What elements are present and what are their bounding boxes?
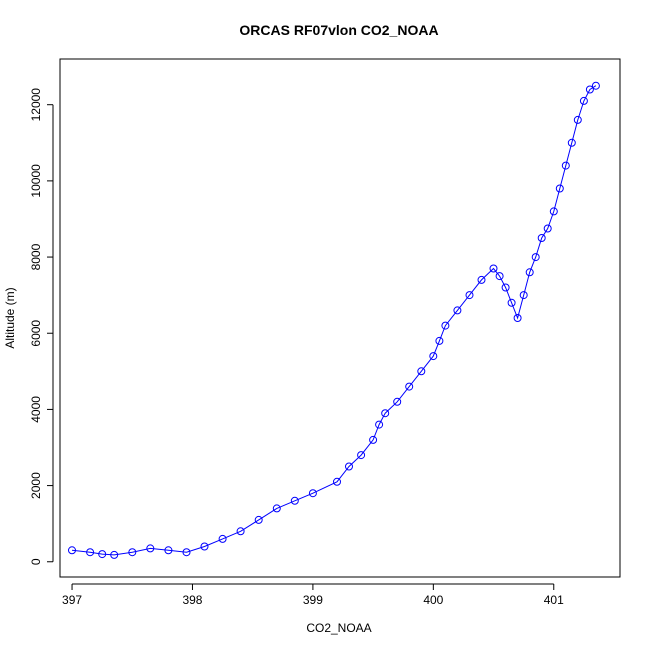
plot-frame [59, 58, 621, 578]
y-axis: 0 2000 4000 6000 8000 10000 12000 [29, 88, 54, 565]
data-point [128, 548, 137, 557]
data-point [333, 477, 341, 486]
data-point [254, 515, 263, 524]
data-point [435, 336, 444, 345]
data-point [110, 550, 119, 559]
data-point [68, 546, 76, 555]
series-line [71, 85, 597, 556]
data-point [272, 504, 281, 513]
data-points [68, 81, 600, 559]
data-point [591, 81, 600, 90]
data-point [543, 224, 552, 233]
data-point [164, 546, 173, 555]
data-point [86, 548, 95, 557]
data-point [375, 420, 384, 429]
y-axis-label: Altitude (m) [3, 287, 17, 348]
data-point [200, 542, 209, 551]
y-tick-label: 12000 [29, 88, 43, 122]
y-tick-label: 8000 [29, 243, 43, 270]
data-point [561, 161, 570, 170]
y-tick-label: 0 [29, 558, 43, 565]
data-point [525, 268, 534, 277]
data-point [429, 352, 438, 361]
data-point [453, 306, 462, 315]
x-axis: 397 398 399 400 401 [62, 583, 564, 607]
data-point [218, 534, 227, 543]
x-tick-label: 401 [544, 593, 564, 607]
data-point [555, 184, 564, 193]
series-polyline [71, 85, 597, 556]
y-tick-label: 10000 [29, 164, 43, 198]
y-tick-label: 6000 [29, 320, 43, 347]
x-tick-label: 399 [303, 593, 323, 607]
y-tick-label: 4000 [29, 396, 43, 423]
data-point [345, 462, 353, 471]
data-point [573, 115, 582, 124]
x-tick-label: 398 [182, 593, 202, 607]
data-point [393, 397, 402, 406]
data-point [585, 85, 594, 94]
data-point [308, 489, 317, 498]
x-axis-label: CO2_NOAA [306, 621, 371, 635]
data-point [405, 382, 414, 391]
data-point [357, 451, 366, 460]
data-point [549, 207, 558, 216]
data-point [381, 409, 390, 418]
data-point [495, 272, 504, 281]
data-point [182, 548, 191, 557]
x-tick-label: 397 [62, 593, 82, 607]
data-point [513, 314, 522, 322]
data-point [236, 527, 245, 536]
data-point [489, 264, 498, 273]
data-point [537, 234, 546, 242]
chart-title: ORCAS RF07vlon CO2_NOAA [239, 22, 438, 38]
data-point [579, 96, 588, 105]
data-point [507, 298, 516, 307]
data-point [531, 253, 540, 262]
data-point [98, 550, 107, 559]
data-point [290, 496, 299, 505]
data-point [369, 435, 378, 444]
data-point [501, 283, 510, 292]
data-point [146, 544, 155, 553]
data-point [567, 138, 576, 147]
x-tick-label: 400 [423, 593, 443, 607]
data-point [477, 275, 486, 284]
data-point [465, 291, 474, 300]
data-point [519, 291, 528, 300]
y-tick-label: 2000 [29, 472, 43, 499]
data-point [441, 321, 450, 330]
data-point [417, 367, 426, 376]
